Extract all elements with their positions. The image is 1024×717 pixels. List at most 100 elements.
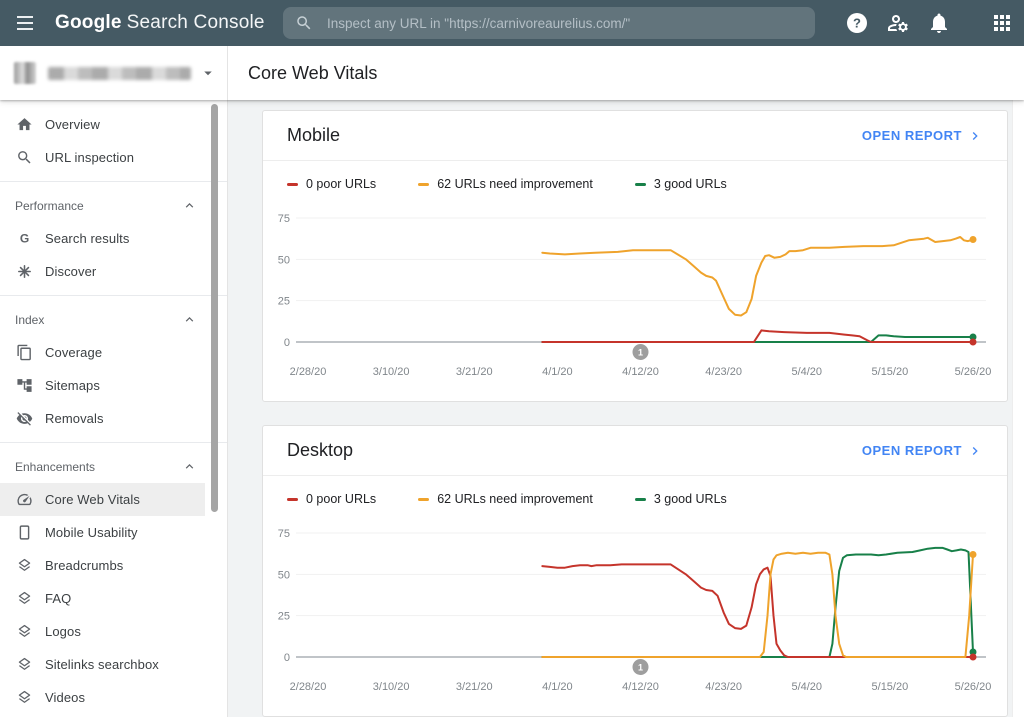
sidebar-scrollbar[interactable] bbox=[211, 104, 218, 512]
subheader: Core Web Vitals bbox=[0, 46, 1024, 100]
property-name-redacted bbox=[48, 66, 191, 80]
legend-label: 62 URLs need improvement bbox=[437, 492, 593, 506]
svg-text:4/1/20: 4/1/20 bbox=[542, 366, 573, 378]
sidebar-divider bbox=[0, 442, 227, 443]
sidebar-nav: Overview URL inspection Performance G Search… bbox=[0, 108, 227, 714]
svg-text:3/21/20: 3/21/20 bbox=[456, 681, 493, 693]
sidebar-section-performance[interactable]: Performance bbox=[0, 189, 227, 222]
layers-icon bbox=[16, 557, 33, 574]
legend-item-3-good-urls[interactable]: 3 good URLs bbox=[634, 177, 727, 191]
svg-text:5/15/20: 5/15/20 bbox=[872, 681, 909, 693]
svg-text:G: G bbox=[20, 231, 29, 245]
manage-accounts-button[interactable] bbox=[886, 11, 910, 35]
sidebar-section-index[interactable]: Index bbox=[0, 303, 227, 336]
open-report-label: OPEN REPORT bbox=[861, 443, 962, 458]
legend-item-0-poor-urls[interactable]: 0 poor URLs bbox=[287, 177, 376, 191]
sidebar-item-url-inspection[interactable]: URL inspection bbox=[0, 141, 227, 174]
mobile-chart: 0 25 50 75 2/28/20 3/10/20 3/21/20 4/1/20 4/12/2… bbox=[278, 213, 992, 378]
annotation-marker[interactable]: 1 bbox=[632, 659, 649, 675]
google-g-icon: G bbox=[16, 230, 33, 247]
sidebar-item-overview[interactable]: Overview bbox=[0, 108, 227, 141]
sidebar-item-coverage[interactable]: Coverage bbox=[0, 336, 227, 369]
svg-text:4/23/20: 4/23/20 bbox=[705, 681, 742, 693]
section-label: Index bbox=[15, 312, 45, 327]
apps-button[interactable] bbox=[990, 11, 1014, 35]
property-selector[interactable] bbox=[0, 46, 228, 100]
sidebar-item-label: Sitelinks searchbox bbox=[45, 657, 159, 672]
sidebar-item-label: Discover bbox=[45, 264, 97, 279]
series-line-0-poor-urls bbox=[541, 563, 974, 658]
layers-icon bbox=[16, 656, 33, 673]
series-line-0-poor-urls bbox=[541, 329, 974, 343]
legend: 0 poor URLs 62 URLs need improvement 3 goo… bbox=[263, 161, 1007, 201]
sidebar-item-core-web-vitals[interactable]: Core Web Vitals bbox=[0, 483, 205, 516]
sidebar-item-logos[interactable]: Logos bbox=[0, 615, 227, 648]
sidebar-item-faq[interactable]: FAQ bbox=[0, 582, 227, 615]
search-icon bbox=[295, 14, 313, 32]
card-header: Mobile OPEN REPORT bbox=[263, 111, 1007, 161]
logo-google: Google bbox=[55, 12, 122, 33]
sidebar-item-label: Removals bbox=[45, 411, 104, 426]
svg-text:1: 1 bbox=[638, 348, 643, 358]
url-inspection-searchbox[interactable] bbox=[283, 7, 815, 39]
sidebar-item-label: FAQ bbox=[45, 591, 72, 606]
sidebar-item-mobile-usability[interactable]: Mobile Usability bbox=[0, 516, 227, 549]
sidebar-item-label: URL inspection bbox=[45, 150, 135, 165]
card-title: Desktop bbox=[287, 440, 354, 460]
series-end-dot-0-poor-urls bbox=[969, 653, 977, 661]
sidebar-item-label: Overview bbox=[45, 117, 100, 132]
sidebar-item-sitelinks-searchbox[interactable]: Sitelinks searchbox bbox=[0, 648, 227, 681]
svg-text:75: 75 bbox=[278, 213, 290, 225]
svg-text:50: 50 bbox=[278, 569, 290, 581]
series-end-dot-62-urls-need-improvement bbox=[969, 551, 977, 558]
menu-icon[interactable] bbox=[13, 11, 37, 35]
chevron-right-icon bbox=[967, 443, 983, 459]
svg-text:4/12/20: 4/12/20 bbox=[622, 366, 659, 378]
sidebar-item-sitemaps[interactable]: Sitemaps bbox=[0, 369, 227, 402]
sidebar-item-label: Mobile Usability bbox=[45, 525, 138, 540]
svg-text:25: 25 bbox=[278, 296, 290, 308]
sidebar-item-label: Coverage bbox=[45, 345, 103, 360]
sitemaps-icon bbox=[16, 377, 33, 394]
svg-text:4/1/20: 4/1/20 bbox=[542, 681, 573, 693]
sidebar-section-enhancements[interactable]: Enhancements bbox=[0, 450, 227, 483]
annotation-marker[interactable]: 1 bbox=[632, 344, 649, 360]
help-icon: ? bbox=[845, 11, 869, 35]
sidebar-item-label: Core Web Vitals bbox=[45, 492, 140, 507]
sidebar-item-videos[interactable]: Videos bbox=[0, 681, 227, 714]
svg-text:75: 75 bbox=[278, 528, 290, 540]
main-scrollbar[interactable] bbox=[1012, 100, 1024, 717]
open-report-button[interactable]: OPEN REPORT bbox=[862, 443, 983, 459]
sidebar-item-removals[interactable]: Removals bbox=[0, 402, 227, 435]
legend-item-0-poor-urls[interactable]: 0 poor URLs bbox=[287, 492, 376, 506]
manage-accounts-icon bbox=[886, 11, 910, 35]
search-input[interactable] bbox=[325, 14, 803, 32]
legend: 0 poor URLs 62 URLs need improvement 3 goo… bbox=[263, 476, 1007, 516]
svg-text:5/26/20: 5/26/20 bbox=[955, 681, 992, 693]
sidebar-item-label: Search results bbox=[45, 231, 130, 246]
sidebar: Overview URL inspection Performance G Search… bbox=[0, 100, 228, 717]
app-logo: Google Search Console bbox=[55, 12, 265, 34]
svg-text:3/10/20: 3/10/20 bbox=[373, 681, 410, 693]
section-label: Performance bbox=[15, 198, 84, 213]
series-end-dot-62-urls-need-improvement bbox=[969, 236, 977, 243]
apps-grid-icon bbox=[990, 11, 1014, 35]
notifications-button[interactable] bbox=[927, 11, 951, 35]
legend-label: 3 good URLs bbox=[653, 492, 727, 506]
legend-item-62-urls-need-improvement[interactable]: 62 URLs need improvement bbox=[418, 492, 593, 506]
legend-dash bbox=[634, 182, 646, 186]
sidebar-item-search-results[interactable]: G Search results bbox=[0, 222, 227, 255]
legend-label: 3 good URLs bbox=[653, 177, 727, 191]
home-icon bbox=[16, 116, 33, 133]
svg-text:5/26/20: 5/26/20 bbox=[955, 366, 992, 378]
sidebar-item-breadcrumbs[interactable]: Breadcrumbs bbox=[0, 549, 227, 582]
sidebar-divider bbox=[0, 181, 227, 182]
help-button[interactable]: ? bbox=[845, 11, 869, 35]
legend-dash bbox=[287, 182, 298, 186]
legend-item-3-good-urls[interactable]: 3 good URLs bbox=[634, 492, 727, 506]
svg-text:2/28/20: 2/28/20 bbox=[290, 366, 327, 378]
sidebar-item-discover[interactable]: Discover bbox=[0, 255, 227, 288]
open-report-button[interactable]: OPEN REPORT bbox=[862, 128, 983, 144]
svg-text:?: ? bbox=[853, 16, 861, 31]
legend-item-62-urls-need-improvement[interactable]: 62 URLs need improvement bbox=[418, 177, 593, 191]
